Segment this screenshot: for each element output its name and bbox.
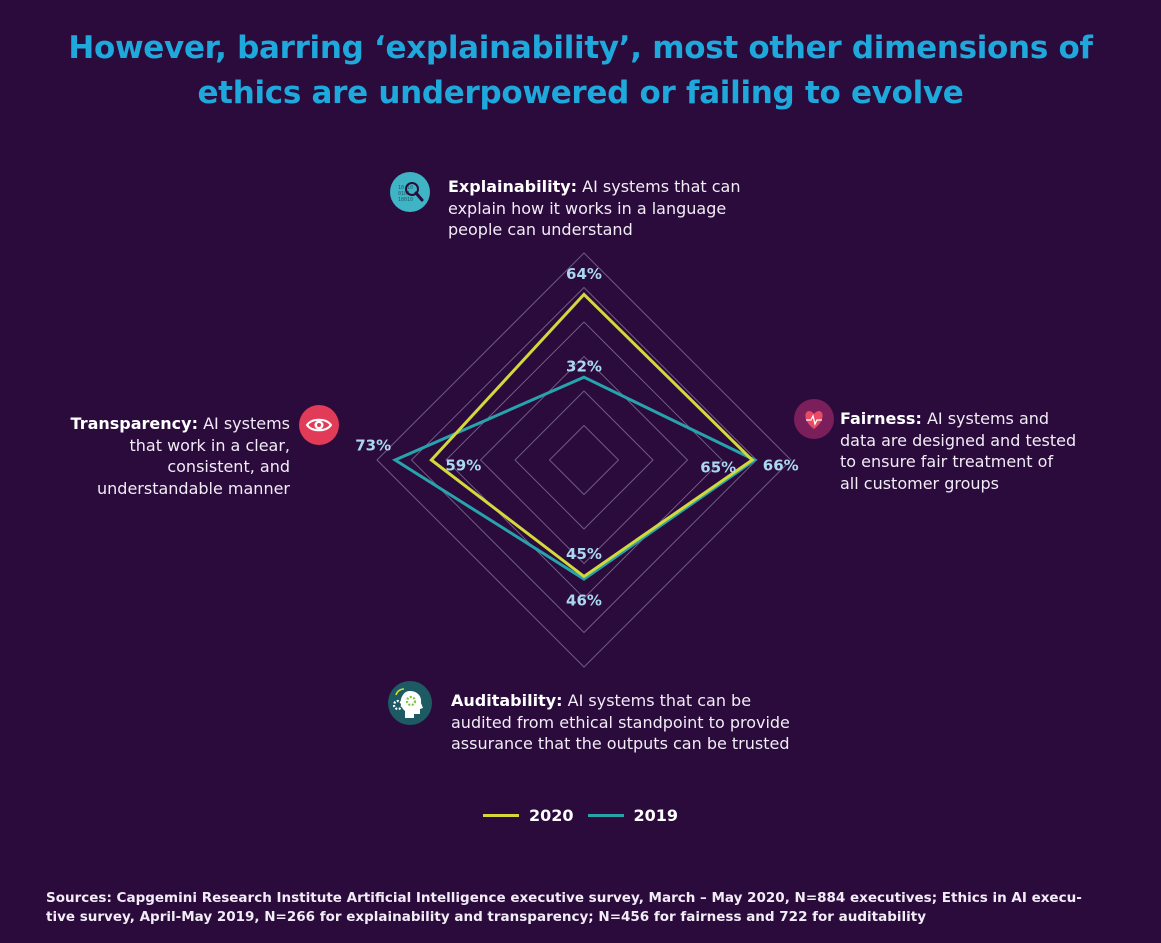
explainability-label: Explainability: AI systems that can expl… (448, 176, 740, 241)
legend-item-2020: 2020 (483, 806, 574, 825)
fairness-name: Fairness: (840, 409, 922, 428)
head-gears-icon (388, 681, 432, 725)
fairness-desc-1: AI systems and (921, 409, 1050, 428)
legend-swatch-2020 (483, 813, 519, 817)
explainability-desc-2: explain how it works in a language (448, 198, 727, 218)
fairness-desc-2: data are designed and tested (840, 430, 1077, 450)
sources-note: Sources: Capgemini Research Institute Ar… (46, 889, 1116, 927)
data-label-2019-fairness: 66% (763, 457, 799, 475)
grid-ring (445, 321, 723, 599)
legend-item-2019: 2019 (587, 805, 679, 825)
auditability-desc-1: AI systems that can be (562, 691, 752, 710)
data-label-2020-transparency: 59% (445, 457, 481, 475)
transparency-desc-1: AI systems (197, 414, 290, 433)
data-label-2020-explainability: 64% (566, 265, 602, 283)
grid-ring (548, 424, 620, 496)
data-label-2020-auditability: 45% (566, 545, 602, 563)
auditability-desc-3: assurance that the outputs can be truste… (451, 734, 790, 753)
explainability-desc-3: people can understand (448, 220, 633, 239)
grid-ring (410, 286, 758, 634)
transparency-desc-4: understandable manner (97, 478, 290, 498)
fairness-desc-3: to ensure fair treatment of (840, 452, 1054, 471)
chart-legend: 2020 2019 (483, 805, 692, 825)
grid-ring (479, 355, 689, 565)
explainability-desc-1: AI systems that can (577, 177, 741, 196)
data-label-2020-fairness: 65% (700, 459, 736, 477)
grid-ring (514, 390, 654, 530)
eye-icon (299, 405, 339, 445)
transparency-label: Transparency: AI systems that work in a … (60, 413, 290, 499)
legend-swatch-2019 (587, 813, 624, 817)
explainability-name: Explainability: (448, 177, 578, 196)
fairness-label: Fairness: AI systems and data are design… (840, 408, 1076, 494)
svg-text:0101: 0101 (398, 191, 410, 197)
heart-pulse-icon (794, 399, 834, 439)
sources-line-1: Sources: Capgemini Research Institute Ar… (46, 890, 1082, 906)
transparency-desc-2: that work in a clear, (129, 435, 291, 455)
data-label-2019-auditability: 46% (566, 592, 602, 610)
series-line-2020 (429, 292, 755, 579)
page-title: However, barring ‘explainability’, most … (0, 26, 1161, 116)
data-label-2019-transparency: 73% (355, 437, 391, 455)
transparency-name: Transparency: (70, 414, 198, 433)
title-line-1: However, barring ‘explainability’, most … (68, 30, 1093, 66)
auditability-desc-2: audited from ethical standpoint to provi… (451, 712, 790, 732)
magnifier-data-icon: 10 10 0101 10010 (390, 172, 430, 212)
grid-ring (376, 252, 792, 668)
transparency-desc-3: consistent, and (167, 457, 290, 476)
title-line-2: ethics are underpowered or failing to ev… (197, 75, 964, 111)
auditability-label: Auditability: AI systems that can be aud… (451, 690, 790, 755)
sources-line-2: tive survey, April-May 2019, N=266 for e… (46, 909, 927, 925)
data-label-2019-explainability: 32% (566, 358, 602, 376)
fairness-desc-4: all customer groups (840, 473, 1000, 493)
legend-label-2019: 2019 (633, 805, 679, 825)
svg-text:10010: 10010 (398, 197, 413, 203)
legend-label-2020: 2020 (529, 805, 574, 825)
auditability-name: Auditability: (451, 691, 563, 710)
